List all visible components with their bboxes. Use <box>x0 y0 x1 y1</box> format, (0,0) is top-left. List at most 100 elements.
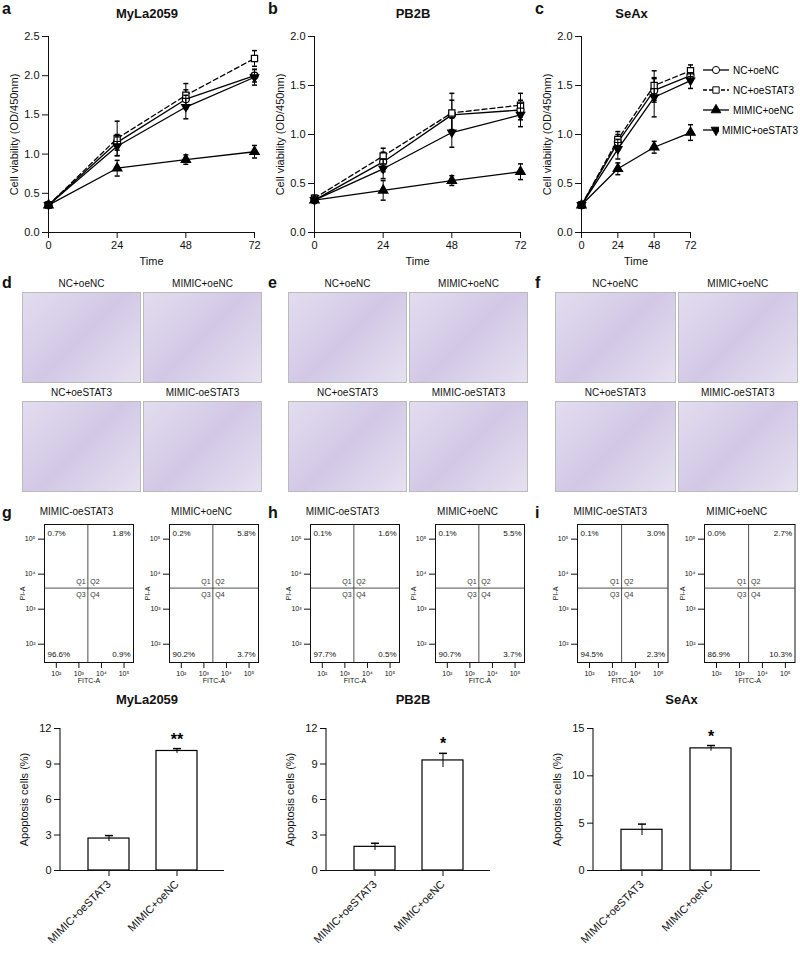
svg-text:Q1: Q1 <box>736 578 745 586</box>
svg-text:Apoptosis cells (%): Apoptosis cells (%) <box>551 753 563 847</box>
svg-text:MIMIC+oeNC: MIMIC+oeNC <box>659 878 715 934</box>
svg-text:Apoptosis cells (%): Apoptosis cells (%) <box>18 753 30 847</box>
svg-text:Q2: Q2 <box>750 578 759 586</box>
svg-text:10²: 10² <box>150 640 161 647</box>
svg-text:10⁵: 10⁵ <box>780 670 791 677</box>
svg-text:1.0: 1.0 <box>557 128 572 140</box>
svg-text:0.0%: 0.0% <box>707 529 725 538</box>
svg-text:1.5: 1.5 <box>557 79 572 91</box>
svg-text:10: 10 <box>572 769 584 781</box>
svg-text:0.5: 0.5 <box>24 187 39 199</box>
svg-text:FITC-A: FITC-A <box>203 677 226 684</box>
svg-text:10³: 10³ <box>416 605 427 612</box>
svg-text:0.1%: 0.1% <box>439 529 457 538</box>
svg-text:Q3: Q3 <box>467 591 476 599</box>
svg-text:Q1: Q1 <box>467 578 476 586</box>
svg-text:0.1%: 0.1% <box>314 529 332 538</box>
svg-text:10⁵: 10⁵ <box>244 670 255 677</box>
svg-text:10⁴: 10⁴ <box>684 570 695 577</box>
svg-text:2.5: 2.5 <box>24 30 39 42</box>
svg-text:2.3%: 2.3% <box>647 650 665 659</box>
svg-text:0: 0 <box>578 864 584 876</box>
svg-text:72: 72 <box>248 239 260 251</box>
svg-text:10²: 10² <box>442 670 453 677</box>
svg-text:10²: 10² <box>51 670 62 677</box>
svg-text:24: 24 <box>612 239 624 251</box>
svg-text:Time: Time <box>139 255 163 267</box>
svg-text:97.7%: 97.7% <box>314 650 337 659</box>
svg-text:86.9%: 86.9% <box>707 650 730 659</box>
svg-text:Q1: Q1 <box>76 578 85 586</box>
svg-text:Q1: Q1 <box>610 578 619 586</box>
svg-text:1.6%: 1.6% <box>378 529 396 538</box>
svg-text:3.0%: 3.0% <box>647 529 665 538</box>
svg-text:0: 0 <box>45 239 51 251</box>
svg-text:PI-A: PI-A <box>144 586 151 600</box>
svg-text:Q4: Q4 <box>90 591 99 599</box>
svg-text:1.5: 1.5 <box>290 79 305 91</box>
svg-text:48: 48 <box>180 239 192 251</box>
svg-text:0.7%: 0.7% <box>48 529 66 538</box>
svg-text:0.0: 0.0 <box>24 226 39 238</box>
svg-text:10²: 10² <box>685 640 696 647</box>
svg-text:10⁴: 10⁴ <box>150 570 161 577</box>
svg-text:72: 72 <box>684 239 696 251</box>
svg-text:0.1%: 0.1% <box>581 529 599 538</box>
svg-text:5.5%: 5.5% <box>503 529 521 538</box>
svg-text:MIMIC+oeSTAT3: MIMIC+oeSTAT3 <box>45 878 113 946</box>
svg-text:10⁵: 10⁵ <box>416 535 427 542</box>
svg-text:0: 0 <box>311 864 317 876</box>
svg-text:Q4: Q4 <box>215 591 224 599</box>
svg-text:0: 0 <box>45 864 51 876</box>
svg-text:90.2%: 90.2% <box>173 650 196 659</box>
svg-text:FITC-A: FITC-A <box>738 677 761 684</box>
svg-text:72: 72 <box>514 239 526 251</box>
svg-text:12: 12 <box>305 722 317 734</box>
svg-text:2.0: 2.0 <box>24 69 39 81</box>
svg-text:10²: 10² <box>416 640 427 647</box>
svg-text:6: 6 <box>311 793 317 805</box>
svg-text:*: * <box>440 735 447 752</box>
svg-text:94.5%: 94.5% <box>581 650 604 659</box>
svg-text:Q2: Q2 <box>481 578 490 586</box>
svg-text:10⁵: 10⁵ <box>119 670 130 677</box>
svg-text:10³: 10³ <box>291 605 302 612</box>
svg-text:0.5: 0.5 <box>290 177 305 189</box>
svg-text:2.0: 2.0 <box>557 30 572 42</box>
svg-text:Apoptosis cells (%): Apoptosis cells (%) <box>284 753 296 847</box>
svg-text:0: 0 <box>578 239 584 251</box>
svg-text:PI-A: PI-A <box>19 586 26 600</box>
svg-text:9: 9 <box>311 758 317 770</box>
svg-text:48: 48 <box>446 239 458 251</box>
svg-text:10⁵: 10⁵ <box>150 535 161 542</box>
svg-text:Q1: Q1 <box>342 578 351 586</box>
svg-text:10⁵: 10⁵ <box>558 535 569 542</box>
svg-text:96.6%: 96.6% <box>48 650 71 659</box>
svg-text:10⁴: 10⁴ <box>25 570 36 577</box>
svg-text:10⁵: 10⁵ <box>510 670 521 677</box>
svg-text:MIMIC+oeSTAT3: MIMIC+oeSTAT3 <box>311 878 379 946</box>
svg-text:10⁴: 10⁴ <box>558 570 569 577</box>
svg-text:3: 3 <box>311 829 317 841</box>
svg-text:15: 15 <box>572 722 584 734</box>
svg-text:Q3: Q3 <box>342 591 351 599</box>
svg-text:Q4: Q4 <box>624 591 633 599</box>
svg-text:PI-A: PI-A <box>285 586 292 600</box>
svg-text:MIMIC+oeNC: MIMIC+oeNC <box>125 878 181 934</box>
svg-text:10²: 10² <box>711 670 722 677</box>
svg-text:10⁴: 10⁴ <box>416 570 427 577</box>
svg-text:10⁵: 10⁵ <box>684 535 695 542</box>
svg-text:*: * <box>708 728 715 745</box>
svg-text:Q2: Q2 <box>624 578 633 586</box>
svg-text:10³: 10³ <box>558 605 569 612</box>
svg-text:Q2: Q2 <box>356 578 365 586</box>
svg-text:Q2: Q2 <box>215 578 224 586</box>
svg-text:0.2%: 0.2% <box>173 529 191 538</box>
svg-text:0.0: 0.0 <box>557 226 572 238</box>
svg-text:Q3: Q3 <box>736 591 745 599</box>
svg-text:5: 5 <box>578 817 584 829</box>
svg-text:Q4: Q4 <box>750 591 759 599</box>
svg-text:PI-A: PI-A <box>552 586 559 600</box>
svg-text:1.0: 1.0 <box>290 128 305 140</box>
svg-text:10²: 10² <box>176 670 187 677</box>
